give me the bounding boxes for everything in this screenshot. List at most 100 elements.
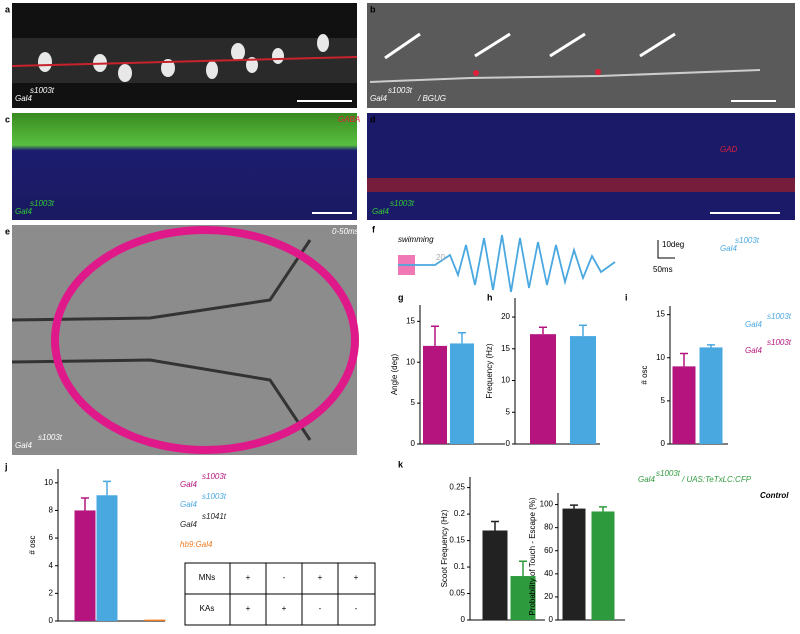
y-tick-label: 5 (506, 407, 511, 416)
y-tick-label: 0 (461, 615, 466, 624)
y-tick-label: 60 (544, 546, 553, 555)
gene-sup: s1003t (30, 199, 55, 208)
y-tick-label: 15 (406, 316, 415, 325)
y-tick-label: 0 (549, 615, 554, 624)
bar (96, 495, 118, 621)
gene-sup: s1003t (656, 469, 681, 478)
y-tick-label: 5 (411, 398, 416, 407)
y-tick-label: 0.15 (449, 536, 465, 545)
y-axis-label: Probability of Touch - Escape (%) (528, 497, 537, 615)
error-bar (579, 324, 587, 337)
y-tick-label: 10 (44, 478, 53, 487)
y-tick-label: 8 (49, 506, 54, 515)
marker (595, 69, 601, 75)
trace (398, 234, 616, 293)
y-axis-label: # osc (640, 365, 649, 384)
image-e (12, 225, 357, 455)
error-bar (570, 504, 578, 509)
control: Control (760, 491, 789, 500)
panel-label: c (5, 114, 10, 124)
stain: GABA (338, 115, 360, 124)
gene-sup: s1003t (30, 86, 55, 95)
scale-x: 50ms (653, 265, 673, 274)
y-tick-label: 15 (656, 310, 665, 319)
red-band (367, 178, 795, 192)
y-axis-label: Frequency (Hz) (485, 343, 494, 398)
panel-label: k (398, 459, 404, 469)
y-tick-label: 6 (49, 533, 54, 542)
bar (482, 530, 508, 620)
gene-sup: s1003t (38, 433, 63, 442)
error-bar (81, 497, 89, 511)
table-cell: + (246, 573, 251, 582)
legend-sup: s1003t (767, 338, 792, 347)
y-tick-label: 20 (501, 312, 510, 321)
legend-name: Gal4 (180, 500, 197, 509)
table-grid (184, 562, 376, 626)
image-b (367, 3, 795, 108)
legend-name: Gal4 (745, 320, 762, 329)
y-tick-label: 100 (540, 500, 554, 509)
y-tick-label: 80 (544, 523, 553, 532)
y-tick-label: 5 (661, 396, 666, 405)
bar (74, 510, 96, 621)
scale-bar (657, 240, 675, 259)
y-tick-label: 4 (49, 561, 54, 570)
legend-name: hb9:Gal4 (180, 540, 213, 549)
time: 0-50ms (332, 227, 359, 236)
table-cell: + (354, 573, 359, 582)
panel-label: i (625, 292, 628, 302)
trace-label: swimming (398, 235, 434, 244)
axon (369, 69, 761, 83)
legend-name: Gal4 (745, 346, 762, 355)
bar (450, 343, 474, 444)
legend-name: Gal4 (180, 520, 197, 529)
panel-label: b (370, 4, 376, 14)
table-cell: + (318, 573, 323, 582)
y-tick-label: 20 (544, 592, 553, 601)
y-tick-label: 0 (49, 616, 54, 625)
image-d (367, 113, 795, 220)
error-bar (491, 520, 499, 531)
error-bar (458, 332, 466, 344)
panel-labels: a b c d e f g h i j k (4, 4, 628, 471)
marker (473, 70, 479, 76)
panel-label: f (372, 224, 376, 234)
panel-label: d (370, 114, 376, 124)
y-tick-label: 0.1 (454, 562, 466, 571)
y-tick-label: 10 (656, 353, 665, 362)
panel-label: h (487, 292, 493, 302)
y-tick-label: 40 (544, 569, 553, 578)
gene-suffix: / UAS:TeTxLC:CFP (681, 475, 752, 484)
y-axis-label: Scoot Frequency (Hz) (440, 509, 449, 587)
panel-label: g (398, 292, 404, 302)
cell-bodies (38, 34, 329, 82)
y-tick-label: 10 (406, 357, 415, 366)
gene: Gal4 (372, 207, 389, 216)
legend-sup: s1003t (202, 492, 227, 501)
table-cell: - (355, 604, 358, 613)
y-tick-label: 0 (661, 439, 666, 448)
legend-sup: s1003t (767, 312, 792, 321)
error-bar (539, 326, 547, 335)
error-bar (707, 344, 715, 348)
circle (51, 226, 359, 454)
legend-sup: s1003t (202, 472, 227, 481)
table-cell: + (282, 604, 287, 613)
y-tick-label: 0 (411, 439, 416, 448)
gene: Gal4 (370, 94, 387, 103)
gene-sup: s1003t (735, 236, 760, 245)
fish-outline (11, 239, 312, 441)
bar (423, 345, 447, 444)
y-tick-label: 0 (506, 439, 511, 448)
table-cell: - (319, 604, 322, 613)
gene: Gal4 (15, 441, 32, 450)
image-texts: s1003t Gal4 s1003t Gal4 / BGUG GABA s100… (15, 86, 738, 450)
bar (591, 511, 615, 620)
stain: GAD (720, 145, 738, 154)
red-line (11, 56, 358, 67)
gene: Gal4 (15, 207, 32, 216)
error-bar (519, 560, 527, 577)
panel-label: j (4, 461, 8, 471)
